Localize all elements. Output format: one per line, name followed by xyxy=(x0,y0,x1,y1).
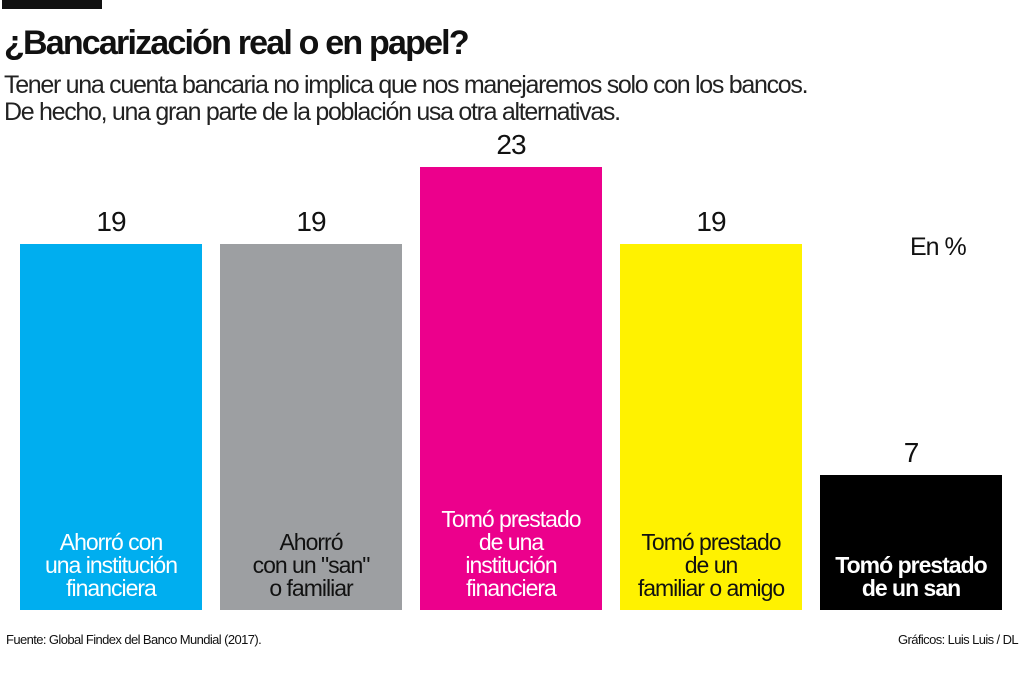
unit-label: En % xyxy=(910,233,967,261)
credit-note: Gráficos: Luis Luis / DL xyxy=(898,632,1019,647)
value-label: 7 xyxy=(903,437,920,469)
category-label-line: Ahorró con xyxy=(59,529,164,555)
header-rule xyxy=(2,0,102,9)
category-label-line: una institución xyxy=(44,552,178,578)
value-label: 23 xyxy=(496,129,526,160)
category-label-line: financiera xyxy=(66,575,157,601)
category-label: Tomó prestado de un familiar o amigo xyxy=(620,531,802,600)
bar xyxy=(620,244,802,610)
category-label-line: Tomó prestado xyxy=(441,506,581,532)
value-label: 19 xyxy=(296,206,326,238)
chart-title: ¿Bancarización real o en papel? xyxy=(4,24,470,62)
value-label: 19 xyxy=(696,206,726,238)
category-label-line: institución xyxy=(465,552,557,578)
source-note: Fuente: Global Findex del Banco Mundial … xyxy=(6,632,262,647)
bar xyxy=(220,244,402,610)
category-label-line: Ahorró xyxy=(279,529,343,555)
category-label-line: de un san xyxy=(861,575,961,601)
value-label: 19 xyxy=(96,206,126,238)
category-label: Ahorró con un "san" o familiar xyxy=(220,531,402,600)
category-label: Tomó prestado de una institución financiera xyxy=(420,508,602,600)
category-label-line: con un "san" xyxy=(252,552,371,578)
category-label-line: o familiar xyxy=(269,575,353,601)
category-label-line: financiera xyxy=(466,575,557,601)
category-label-line: de una xyxy=(478,529,544,555)
category-label: Tomó prestado de un san xyxy=(820,554,1002,600)
chart-subtitle: Tener una cuenta bancaria no implica que… xyxy=(4,71,809,126)
bar xyxy=(20,244,202,610)
bar xyxy=(420,167,602,610)
category-label-line: familiar o amigo xyxy=(637,575,785,601)
category-label-line: Tomó prestado xyxy=(641,529,781,555)
category-label-line: de un xyxy=(684,552,739,578)
category-label: Ahorró con una institución financiera xyxy=(20,531,202,600)
bar xyxy=(820,475,1002,610)
category-label-line: Tomó prestado xyxy=(835,552,987,578)
